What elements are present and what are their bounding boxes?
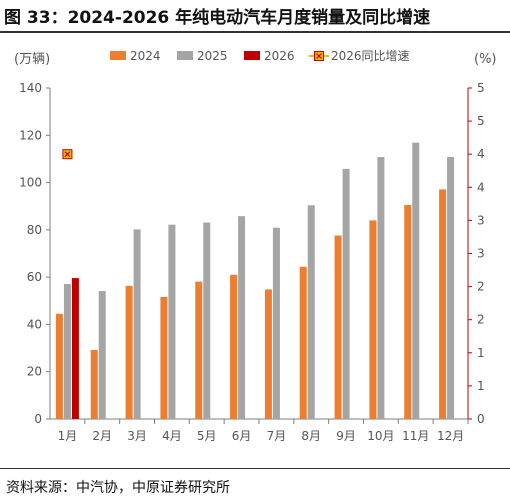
- legend-swatch-yoy-cross: [316, 53, 322, 59]
- legend-swatch-2024: [110, 51, 126, 60]
- x-tick-label: 1月: [58, 429, 78, 443]
- bar-2025-6: [238, 216, 246, 419]
- bar-2024-9: [334, 235, 342, 419]
- bar-2025-1: [63, 283, 71, 419]
- legend: 2024 2025 2026 2026同比增速: [110, 49, 410, 63]
- y-tick-label: 0: [34, 412, 42, 426]
- y-tick-label: 120: [19, 128, 42, 142]
- y-tick-label: 20: [27, 365, 42, 379]
- bar-2024-3: [125, 285, 133, 419]
- bar-2025-5: [203, 222, 211, 419]
- yoy-markers: [62, 149, 73, 160]
- source-rule: [0, 468, 510, 469]
- x-tick-label: 4月: [162, 429, 182, 443]
- y-right-tick-label: 4: [477, 147, 485, 161]
- y-right-tick-label: 5: [477, 81, 485, 95]
- y-right-tick-label: 1: [477, 379, 485, 393]
- legend-swatch-2026: [244, 51, 260, 60]
- y-axis-label: (万辆): [14, 52, 50, 67]
- bars: [55, 142, 455, 419]
- x-tick-label: 6月: [232, 429, 252, 443]
- y-tick-label: 100: [19, 176, 42, 190]
- source-note: 资料来源：中汽协，中原证券研究所: [6, 480, 230, 496]
- legend-label-2025: 2025: [197, 49, 228, 63]
- y-tick-label: 140: [19, 81, 42, 95]
- x-tick-label: 12月: [437, 429, 464, 443]
- x-tick-label: 10月: [367, 429, 394, 443]
- bar-2025-9: [342, 168, 350, 419]
- yoy-marker-cross: [64, 151, 71, 158]
- bar-2024-7: [264, 289, 272, 419]
- y-axis-right-label: (%): [474, 52, 497, 67]
- x-tick-label: 11月: [402, 429, 429, 443]
- bar-2025-12: [447, 157, 455, 419]
- bar-2024-11: [404, 205, 412, 419]
- y-tick-label: 80: [27, 223, 42, 237]
- y-right-tick-label: 3: [477, 213, 485, 227]
- bar-2025-7: [272, 227, 280, 419]
- y-right-tick-label: 2: [477, 313, 485, 327]
- y-right-tick-label: 0: [477, 412, 485, 426]
- x-tick-label: 5月: [197, 429, 217, 443]
- bar-2024-6: [230, 274, 238, 419]
- bar-2025-4: [168, 224, 176, 419]
- legend-label-2024: 2024: [130, 49, 161, 63]
- legend-swatch-2025: [177, 51, 193, 60]
- bar-2025-3: [133, 229, 141, 419]
- bar-2024-5: [195, 281, 203, 419]
- legend-label-2026: 2026: [264, 49, 295, 63]
- y-right-tick-label: 4: [477, 180, 485, 194]
- x-tick-label: 3月: [127, 429, 147, 443]
- bar-2024-2: [90, 349, 98, 419]
- chart: 2024 2025 2026 2026同比增速 (万辆) (%) 0204060801…: [14, 49, 497, 443]
- bar-2025-10: [377, 157, 385, 419]
- y-right-tick-label: 2: [477, 280, 485, 294]
- bar-2024-10: [369, 220, 377, 419]
- x-tick-label: 9月: [336, 429, 356, 443]
- x-tick-label: 7月: [267, 429, 287, 443]
- bar-2024-12: [439, 189, 447, 419]
- bar-2025-8: [307, 205, 315, 419]
- bar-2024-4: [160, 297, 168, 419]
- y-tick-label: 60: [27, 270, 42, 284]
- title-rule: [0, 31, 510, 33]
- bar-2026-1: [71, 278, 79, 419]
- bar-2024-1: [55, 313, 63, 419]
- x-tick-label: 8月: [301, 429, 321, 443]
- x-tick-label: 2月: [92, 429, 112, 443]
- y-right-tick-label: 5: [477, 114, 485, 128]
- y-tick-label: 40: [27, 317, 42, 331]
- figure-title: 图 33：2024-2026 年纯电动汽车月度销量及同比增速: [4, 8, 431, 28]
- y-right-tick-label: 1: [477, 346, 485, 360]
- y-right-tick-label: 3: [477, 247, 485, 261]
- axes: 0 20 40 60 80 100 120 140 0 1 1 2 2 3 3 4 4 5 5 1月 2月 3月 4月 5月 6…: [19, 81, 485, 443]
- bar-2024-8: [299, 266, 307, 419]
- bar-2025-11: [412, 142, 420, 419]
- legend-label-2026同比增速: 2026同比增速: [331, 49, 410, 63]
- bar-2025-2: [98, 291, 106, 419]
